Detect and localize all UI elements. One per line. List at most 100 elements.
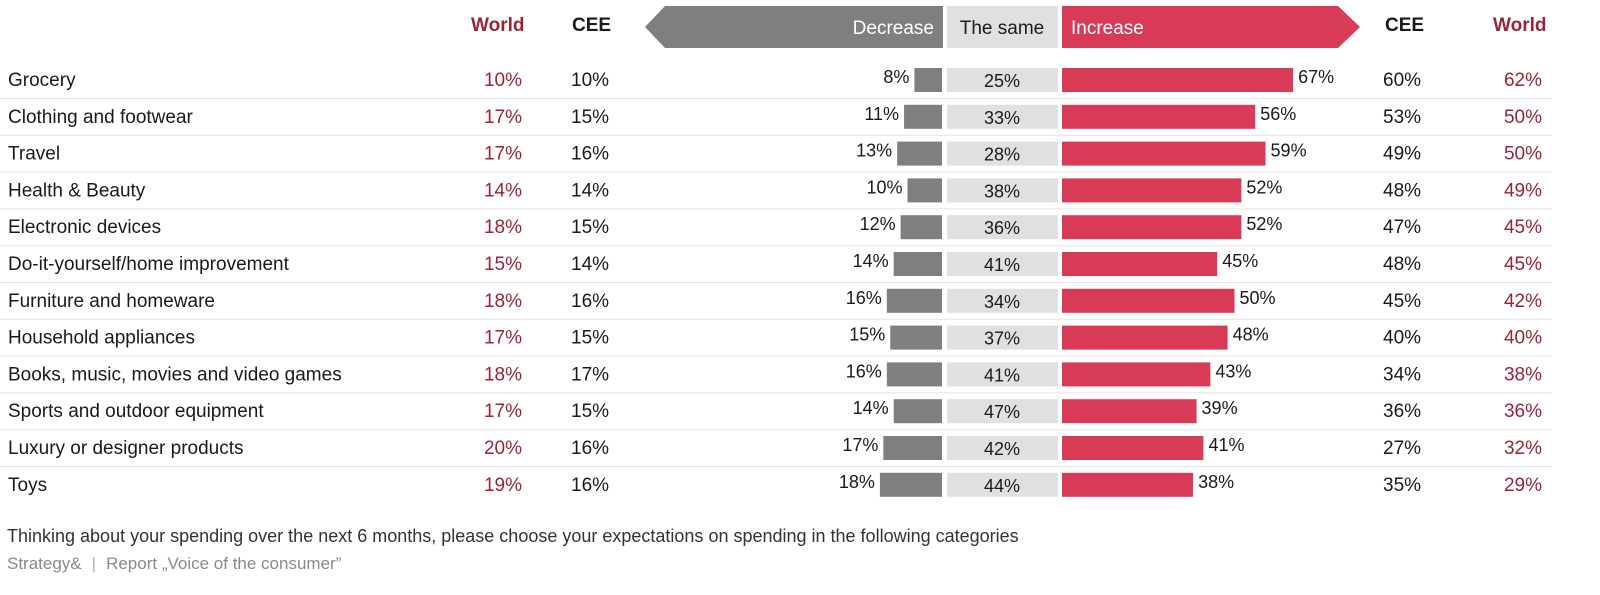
- decrease-bar: [879, 472, 942, 497]
- decrease-bar: [886, 362, 942, 387]
- category-label: Luxury or designer products: [8, 438, 244, 459]
- increase-bar: [1062, 215, 1242, 240]
- decrease-arrow: [645, 6, 943, 48]
- footer-question: Thinking about your spending over the ne…: [7, 526, 1019, 546]
- cee-increase-value: 40%: [1383, 328, 1421, 349]
- same-bar: [947, 399, 1058, 424]
- table-row: Toys 19% 16% 18% 44% 38% 35% 29%: [8, 472, 1542, 497]
- table-row: Furniture and homeware 18% 16% 16% 34% 50% 45%…: [0, 288, 1552, 320]
- increase-bar: [1062, 436, 1204, 460]
- same-bar: [947, 252, 1058, 276]
- decrease-bar: [914, 68, 942, 92]
- category-label: Books, music, movies and video games: [8, 364, 342, 385]
- same-label: 41%: [984, 365, 1020, 385]
- cee-increase-value: 49%: [1383, 144, 1421, 165]
- category-label: Household appliances: [8, 328, 195, 349]
- world-decrease-value: 19%: [484, 475, 522, 496]
- cee-increase-value: 27%: [1383, 438, 1421, 459]
- world-decrease-value: 15%: [484, 254, 522, 275]
- increase-label: 41%: [1208, 435, 1244, 455]
- increase-bar: [1062, 325, 1228, 350]
- decrease-bar: [890, 325, 942, 350]
- world-increase-value: 38%: [1504, 364, 1542, 385]
- table-row: Electronic devices 18% 15% 12% 36% 52% 47% 45%: [0, 214, 1552, 247]
- decrease-label: 8%: [883, 67, 909, 87]
- same-bar: [947, 472, 1058, 497]
- same-bar: [947, 436, 1058, 460]
- header-world-left: World: [471, 15, 525, 36]
- decrease-bar: [904, 104, 942, 129]
- same-label: 37%: [984, 329, 1020, 349]
- world-increase-value: 49%: [1504, 180, 1542, 201]
- same-label: 44%: [984, 476, 1020, 496]
- cee-decrease-value: 16%: [571, 475, 609, 496]
- same-label: 41%: [984, 255, 1020, 275]
- decrease-bar: [897, 141, 942, 166]
- world-decrease-value: 17%: [484, 107, 522, 128]
- world-decrease-value: 18%: [484, 364, 522, 385]
- category-label: Health & Beauty: [8, 180, 146, 201]
- world-decrease-value: 17%: [484, 144, 522, 165]
- world-increase-value: 50%: [1504, 144, 1542, 165]
- cee-decrease-value: 15%: [571, 401, 609, 422]
- world-decrease-value: 18%: [484, 291, 522, 312]
- category-label: Sports and outdoor equipment: [8, 401, 264, 422]
- decrease-label: 14%: [853, 251, 889, 271]
- decrease-bar: [883, 436, 942, 460]
- same-bar: [947, 325, 1058, 350]
- same-header: The same: [960, 18, 1044, 39]
- increase-label: 52%: [1246, 177, 1282, 197]
- same-bar: [947, 68, 1058, 92]
- increase-label: 39%: [1202, 398, 1238, 418]
- world-increase-value: 36%: [1504, 401, 1542, 422]
- decrease-bar: [907, 178, 942, 203]
- cee-increase-value: 45%: [1383, 291, 1421, 312]
- category-label: Toys: [8, 475, 47, 496]
- increase-bar: [1062, 68, 1294, 92]
- world-increase-value: 45%: [1504, 217, 1542, 238]
- cee-decrease-value: 15%: [571, 217, 609, 238]
- increase-label: 50%: [1240, 288, 1276, 308]
- world-decrease-value: 14%: [484, 180, 522, 201]
- increase-bar: [1062, 252, 1218, 276]
- header-cee-right: CEE: [1385, 15, 1425, 36]
- decrease-label: 14%: [853, 398, 889, 418]
- same-bar: [947, 178, 1058, 203]
- cee-decrease-value: 16%: [571, 144, 609, 165]
- table-row: Grocery 10% 10% 8% 25% 67% 60% 62%: [0, 67, 1552, 99]
- cee-decrease-value: 14%: [571, 254, 609, 275]
- table-row: Books, music, movies and video games 18% 1…: [0, 361, 1552, 394]
- cee-decrease-value: 16%: [571, 291, 609, 312]
- header-cee-left: CEE: [572, 15, 612, 36]
- table-row: Sports and outdoor equipment 17% 15% 14% 47%…: [0, 398, 1552, 431]
- increase-label: 38%: [1198, 472, 1234, 492]
- world-increase-value: 32%: [1504, 438, 1542, 459]
- category-label: Electronic devices: [8, 217, 161, 238]
- decrease-header: Decrease: [853, 18, 934, 39]
- increase-label: 52%: [1246, 214, 1282, 234]
- increase-bar: [1062, 399, 1197, 424]
- category-label: Clothing and footwear: [8, 107, 194, 128]
- cee-increase-value: 34%: [1383, 364, 1421, 385]
- increase-label: 43%: [1215, 361, 1251, 381]
- cee-increase-value: 60%: [1383, 70, 1421, 91]
- same-bar: [947, 141, 1058, 166]
- same-label: 28%: [984, 145, 1020, 165]
- decrease-label: 16%: [846, 361, 882, 381]
- increase-label: 45%: [1222, 251, 1258, 271]
- cee-increase-value: 47%: [1383, 217, 1421, 238]
- table-row: Clothing and footwear 17% 15% 11% 33% 56% 53% 5…: [0, 104, 1552, 136]
- world-increase-value: 50%: [1504, 107, 1542, 128]
- decrease-bar: [893, 399, 942, 424]
- category-label: Grocery: [8, 70, 76, 91]
- category-label: Furniture and homeware: [8, 291, 215, 312]
- cee-increase-value: 53%: [1383, 107, 1421, 128]
- increase-header: Increase: [1071, 18, 1144, 39]
- cee-decrease-value: 14%: [571, 180, 609, 201]
- increase-label: 59%: [1271, 141, 1307, 161]
- same-label: 34%: [984, 292, 1020, 312]
- footer-source: Strategy& | Report „Voice of the consumer”: [7, 554, 341, 574]
- world-increase-value: 45%: [1504, 254, 1542, 275]
- world-decrease-value: 17%: [484, 401, 522, 422]
- increase-label: 67%: [1298, 67, 1334, 87]
